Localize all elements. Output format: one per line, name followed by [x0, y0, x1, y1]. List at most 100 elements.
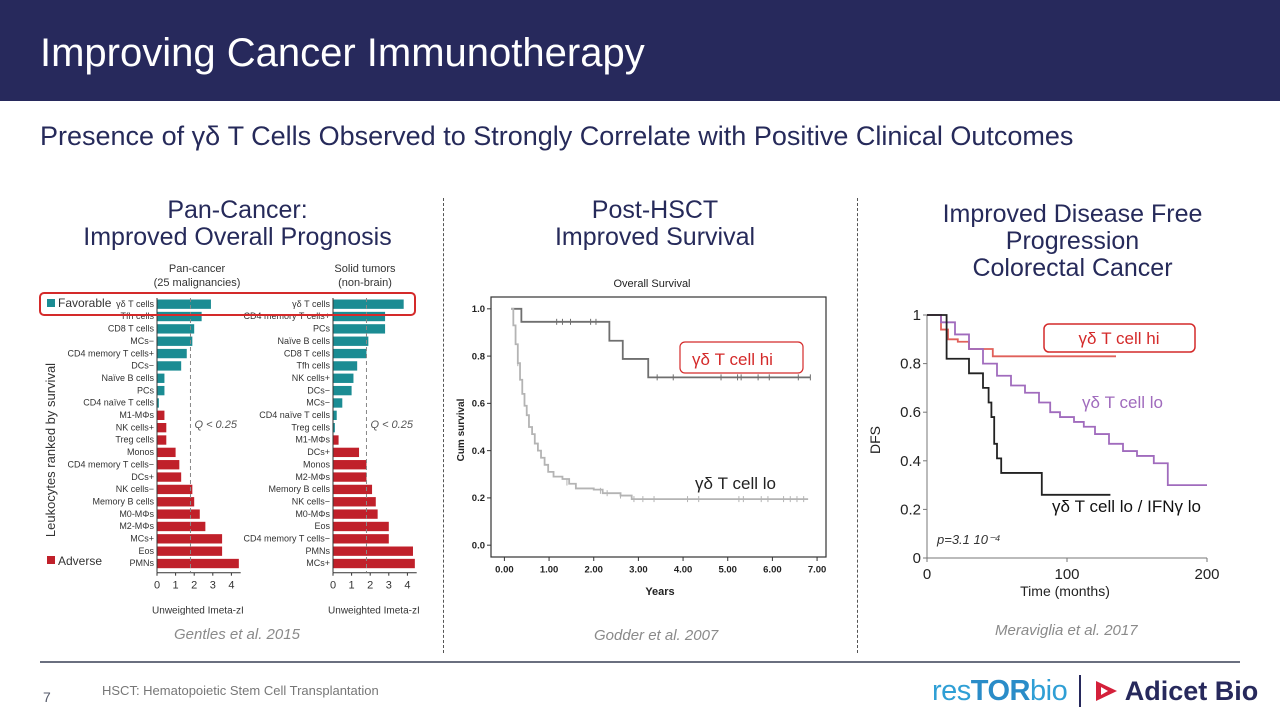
axis-ticks: 0.0 0.2 0.4 0.6 0.8 1.0 0.00 1.00 2.00 3.00 4.00 5.… [472, 304, 827, 576]
bar [333, 385, 352, 396]
logo-text: Adicet Bio [1124, 675, 1259, 706]
panel-title-colorectal: Improved Disease Free Progression Colore… [880, 201, 1265, 282]
bar [157, 435, 167, 445]
logo-text: bio [1030, 674, 1068, 707]
x-axis-label: Years [645, 586, 674, 598]
bar [157, 509, 200, 519]
category-label: PCs [137, 385, 155, 395]
bar [333, 472, 367, 482]
category-label: DCs+ [307, 447, 330, 457]
category-label: M0-MΦs [295, 509, 330, 519]
category-label: CD8 T cells [284, 348, 331, 358]
bar [333, 497, 376, 507]
y-tick-label: 0.4 [900, 453, 921, 470]
y-tick-label: 0.4 [472, 446, 486, 457]
bar [333, 521, 389, 532]
chart-title: Pan-cancer [169, 263, 226, 275]
chart-subtitle: (non-brain) [338, 277, 392, 289]
bar [333, 361, 358, 371]
category-label: Treg cells [291, 422, 330, 432]
bar [333, 558, 415, 569]
bar [157, 497, 195, 507]
series-label-lo: γδ T cell lo [1082, 393, 1163, 412]
x-tick-label: 0 [330, 580, 336, 592]
panel-title-line: Colorectal Cancer [972, 254, 1173, 282]
bar [333, 348, 367, 359]
legend-swatch-favorable [47, 299, 55, 307]
x-tick-label: 1 [173, 580, 179, 592]
category-label: DCs− [131, 361, 154, 371]
series-label-box-hi [679, 341, 804, 374]
threshold-label: Q < 0.25 [194, 419, 237, 431]
bar [333, 410, 337, 420]
y-axis-label: Leukocytes ranked by survival [43, 363, 58, 537]
bar [157, 546, 223, 556]
category-label: NK cells+ [116, 422, 154, 432]
bar [157, 398, 159, 408]
survival-curve-0 [927, 314, 1116, 358]
x-axis-label: Time (months) [1020, 583, 1110, 599]
bar [333, 299, 404, 309]
p-value-annotation: p=3.1 10⁻⁴ [936, 532, 1000, 547]
series-label-hi: γδ T cell hi [1079, 329, 1160, 348]
y-tick-label: 0.2 [472, 493, 485, 504]
panel-title-line: Improved Overall Prognosis [83, 223, 392, 251]
x-tick-label: 2 [191, 580, 197, 592]
series-label-box-hi [1043, 323, 1196, 353]
panel-divider [443, 198, 444, 653]
company-logos: resTORbio Adicet Bio [932, 670, 1258, 712]
x-tick-label: 7.00 [808, 565, 827, 576]
y-axis-label: Cum survival [456, 398, 467, 461]
dfs-chart: DFS Time (months) 00.20.40.60.810 100 200 … [867, 307, 1220, 599]
plot-frame [490, 296, 827, 558]
y-tick-label: 0.0 [472, 540, 485, 551]
category-label: PMNs [306, 546, 331, 556]
logo-text-bold: TOR [970, 674, 1031, 707]
x-tick-label: 0 [154, 580, 160, 592]
bar [333, 398, 343, 408]
y-tick-label: 0.8 [900, 356, 921, 373]
category-label: NK cells− [292, 496, 330, 506]
x-tick-label: 4 [228, 580, 234, 592]
category-label: MCs− [306, 398, 330, 408]
panel-title-post-hsct: Post-HSCT Improved Survival [455, 197, 855, 251]
x-tick-label: 2.00 [584, 565, 603, 576]
overall-survival-chart: Overall Survival Cum survival Years 0.00… [456, 278, 827, 598]
x-tick-label: 4.00 [674, 565, 693, 576]
legend-swatch-adverse [47, 556, 55, 564]
x-tick-label: 4 [404, 580, 410, 592]
category-label: PCs [313, 324, 331, 334]
panel-title-line: Progression [1005, 227, 1140, 255]
category-label: M2-MΦs [295, 472, 330, 482]
bar [157, 447, 176, 458]
x-tick-label: 200 [1194, 566, 1219, 583]
survival-curve-1 [511, 307, 809, 500]
logo-text: res [932, 674, 971, 707]
bar-group-pan-cancer: γδ T cells Tfh cells CD8 T cells MCs− CD4 me… [68, 298, 244, 615]
category-label: γδ T cells [292, 299, 330, 309]
citation-meraviglia: Meraviglia et al. 2017 [995, 622, 1138, 639]
y-axis-label: DFS [867, 426, 883, 454]
x-axis-label: Unweighted Imeta-zI [152, 606, 244, 615]
category-label: NK cells+ [292, 373, 330, 383]
threshold-label: Q < 0.25 [370, 419, 413, 431]
bar-group-solid-tumors: γδ T cells CD4 memory T cells+ PCs Naïve B … [244, 298, 420, 615]
category-label: Eos [314, 521, 330, 531]
citation-godder: Godder et al. 2007 [594, 627, 719, 644]
category-label: MCs+ [306, 558, 330, 568]
category-label: MCs− [130, 336, 154, 346]
restorbio-logo: resTORbio [932, 674, 1068, 708]
x-tick-label: 3 [386, 580, 392, 592]
category-label: PMNs [130, 558, 155, 568]
citation-gentles: Gentles et al. 2015 [174, 626, 300, 643]
category-label: M2-MΦs [119, 521, 154, 531]
adicet-bio-logo: Adicet Bio [1093, 675, 1259, 707]
category-label: CD4 naïve T cells [259, 410, 330, 420]
category-label: CD4 memory T cells+ [244, 311, 330, 321]
x-tick-label: 2 [367, 580, 373, 592]
y-tick-label: 0.2 [900, 501, 921, 518]
series-label-lo-ifng-lo: γδ T cell lo / IFNγ lo [1052, 497, 1201, 516]
panel-title-pan-cancer: Pan-Cancer: Improved Overall Prognosis [40, 197, 435, 251]
bar [157, 311, 202, 322]
bar [157, 534, 223, 544]
